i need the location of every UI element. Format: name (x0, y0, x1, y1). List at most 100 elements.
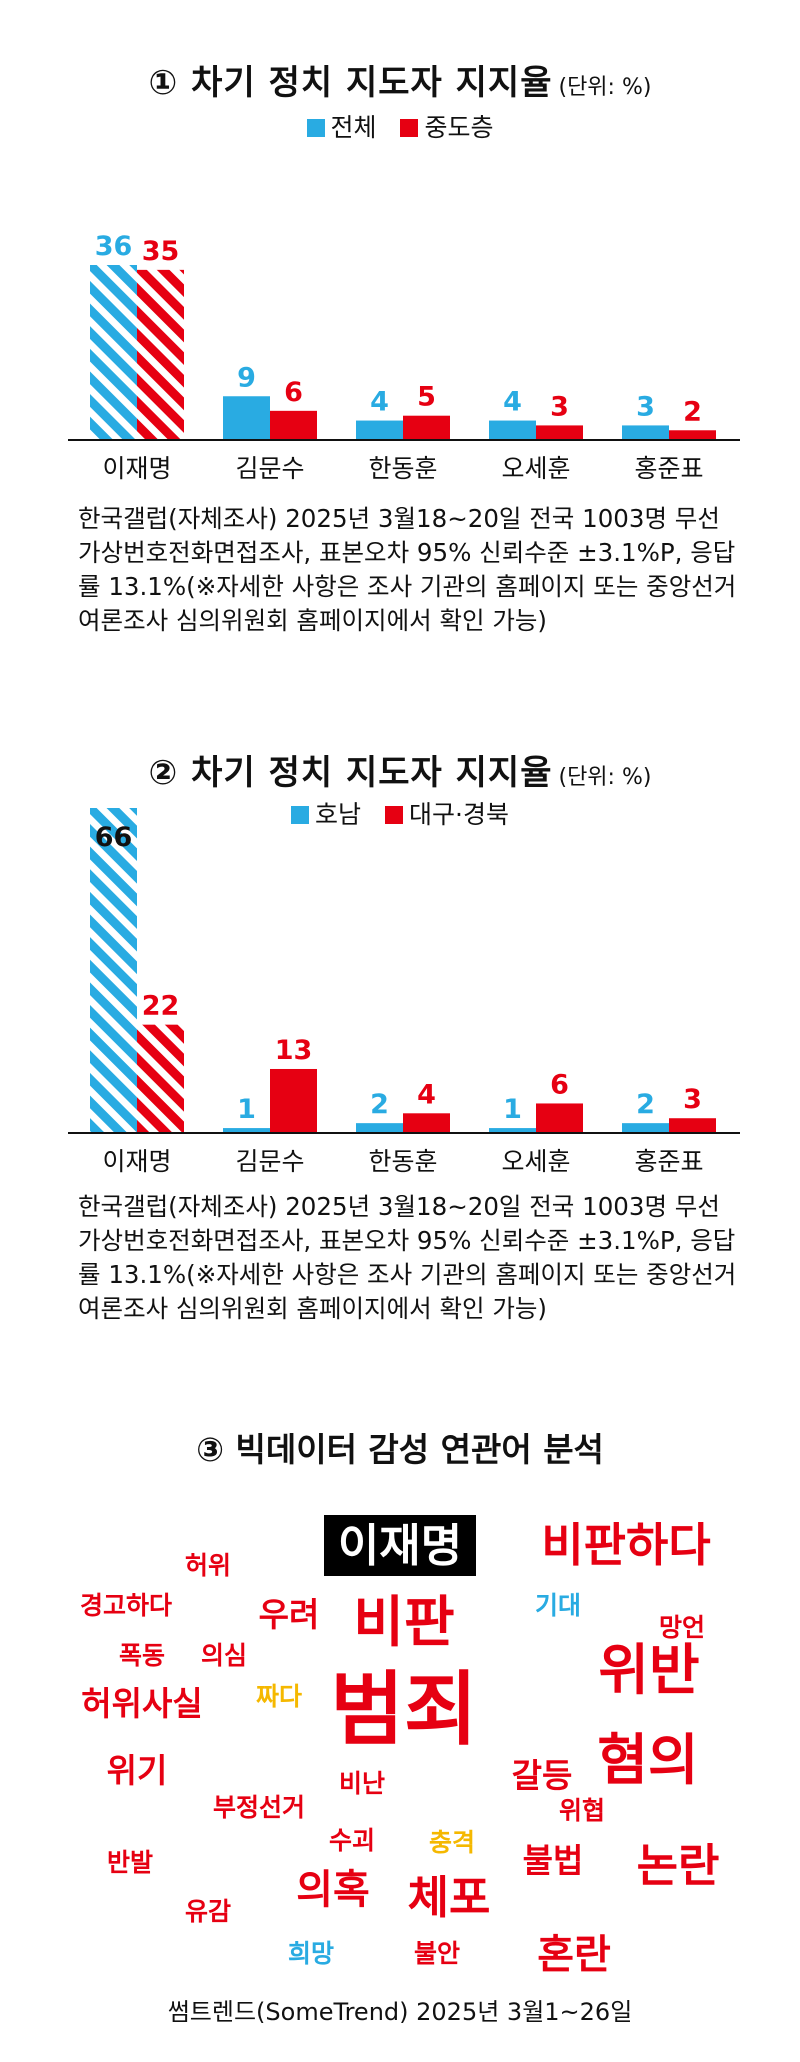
chart1-legend: 전체 중도층 (0, 108, 800, 144)
chart1-category-label: 홍준표 (634, 454, 703, 483)
wordcloud-word: 유감 (184, 1896, 231, 1926)
wordcloud-word: 기대 (534, 1590, 581, 1620)
chart2-source: 한국갤럽(자체조사) 2025년 3월18~20일 전국 1003명 무선 가상… (78, 1192, 737, 1323)
chart2-bar-series1 (223, 1128, 270, 1133)
wordcloud-title: ③ 빅데이터 감성 연관어 분석 (196, 1430, 604, 1469)
chart2-value-label: 4 (417, 1079, 436, 1110)
wordcloud-word: 부정선거 (212, 1792, 305, 1822)
wordcloud-word: 논란 (636, 1838, 720, 1892)
chart1-value-label: 3 (550, 391, 569, 422)
wordcloud-word: 망언 (658, 1612, 705, 1642)
chart1-category-label: 한동훈 (368, 454, 437, 483)
chart1-value-label: 6 (284, 377, 303, 408)
wordcloud-word: 짜다 (255, 1681, 302, 1711)
chart2-unit: (단위: %) (558, 765, 652, 790)
chart2-category-label: 이재명 (102, 1147, 171, 1176)
chart2-category-label: 홍준표 (634, 1147, 703, 1176)
chart1-category-label: 이재명 (102, 454, 171, 483)
wordcloud-word: 비판하다 (541, 1518, 711, 1572)
chart1-legend-label-2: 중도층 (424, 113, 494, 142)
chart1-source: 한국갤럽(자체조사) 2025년 3월18~20일 전국 1003명 무선 가상… (78, 504, 737, 635)
legend-swatch-red (385, 806, 403, 824)
chart2-title: ② 차기 정치 지도자 지지율 (148, 753, 553, 793)
chart1-value-label: 9 (237, 362, 256, 393)
chart1-legend-item-1: 전체 (306, 113, 377, 142)
chart2-legend-label-1: 호남 (315, 800, 362, 829)
chart2-bar-series1 (622, 1123, 669, 1133)
wordcloud-word: 경고하다 (79, 1590, 172, 1620)
wordcloud-source: 썸트렌드(SomeTrend) 2025년 3월1~26일 (167, 1998, 633, 2026)
wordcloud-word: 허위 (184, 1550, 231, 1580)
chart2-value-label: 2 (370, 1089, 389, 1120)
chart1-bar-series2 (403, 415, 450, 440)
wordcloud-word: 혼란 (537, 1932, 611, 1978)
chart1-category-label: 김문수 (235, 454, 304, 483)
chart2-value-label: 2 (636, 1089, 655, 1120)
wordcloud-word: 위협 (558, 1795, 605, 1825)
wordcloud-word: 불안 (413, 1938, 460, 1968)
chart2-bar-series1 (489, 1128, 536, 1133)
chart2-legend-item-1: 호남 (291, 800, 361, 829)
wordcloud-word: 이재명 (323, 1514, 477, 1576)
wordcloud-word: 의혹 (296, 1867, 370, 1913)
wordcloud-word: 우려 (258, 1594, 320, 1634)
wordcloud-word: 충격 (428, 1827, 475, 1857)
chart2-legend-item-2: 대구·경북 (385, 800, 509, 829)
chart1-bar-series1 (489, 420, 536, 440)
chart1-bar-series2 (137, 269, 184, 440)
wordcloud-word: 비판 (353, 1589, 455, 1654)
chart2-bar-series2 (137, 1024, 184, 1133)
wordcloud-word: 위기 (106, 1750, 168, 1790)
chart2-value-label: 1 (237, 1094, 256, 1125)
chart1-title: ① 차기 정치 지도자 지지율 (148, 63, 553, 103)
wordcloud-word: 혐의 (597, 1727, 699, 1792)
chart2-category-label: 한동훈 (368, 1147, 437, 1176)
chart2-category-label: 오세훈 (501, 1147, 570, 1176)
chart1-bar-series2 (669, 430, 716, 440)
chart2-value-label: 22 (142, 991, 180, 1022)
wordcloud-word: 갈등 (511, 1755, 573, 1795)
wordcloud-word: 허위사실 (81, 1683, 203, 1723)
chart2-value-label: 6 (550, 1069, 569, 1100)
legend-swatch-blue (291, 806, 310, 824)
wordcloud-word: 위반 (598, 1637, 700, 1702)
wordcloud-word: 희망 (287, 1938, 334, 1968)
wordcloud-word: 반발 (106, 1847, 153, 1877)
chart1-value-label: 35 (142, 236, 180, 267)
wordcloud-word: 폭동 (118, 1640, 165, 1670)
chart1-bar-series1 (622, 425, 669, 440)
chart2-bar-series2 (270, 1068, 317, 1133)
wordcloud-word: 체포 (407, 1870, 491, 1924)
chart2-bar-series1 (356, 1123, 403, 1133)
chart1-bar-series1 (90, 265, 137, 440)
chart1-value-label: 4 (370, 387, 389, 418)
chart2-bar-series2 (536, 1103, 583, 1133)
chart1-value-label: 3 (636, 391, 655, 422)
chart1-title-row: ① 차기 정치 지도자 지지율 (단위: %) (0, 55, 800, 104)
chart1-bar-series2 (536, 425, 583, 440)
chart2-value-label: 1 (503, 1094, 522, 1125)
wordcloud-word: 수괴 (328, 1825, 375, 1855)
chart2-legend: 호남 대구·경북 (0, 795, 800, 831)
wordcloud-word: 의심 (200, 1640, 247, 1670)
chart1-bar-series1 (223, 396, 270, 440)
chart2-bar-series2 (669, 1118, 716, 1133)
chart1-value-label: 5 (417, 382, 436, 413)
chart2-category-label: 김문수 (235, 1147, 304, 1176)
chart1-value-label: 2 (683, 396, 702, 427)
chart2-legend-label-2: 대구·경북 (409, 800, 509, 829)
chart1-value-label: 36 (95, 231, 133, 262)
chart1-category-label: 오세훈 (501, 454, 570, 483)
chart1-unit: (단위: %) (558, 75, 652, 100)
chart1-bar-series2 (270, 410, 317, 440)
chart1-legend-item-2: 중도층 (400, 113, 493, 142)
chart2-title-row: ② 차기 정치 지도자 지지율 (단위: %) (0, 745, 800, 794)
legend-swatch-red (400, 119, 419, 137)
chart2-value-label: 13 (275, 1035, 313, 1066)
legend-swatch-blue (306, 119, 325, 137)
chart2-value-label: 3 (683, 1084, 702, 1115)
chart2-bar-series1 (90, 808, 137, 1133)
chart1-legend-label-1: 전체 (330, 113, 377, 142)
